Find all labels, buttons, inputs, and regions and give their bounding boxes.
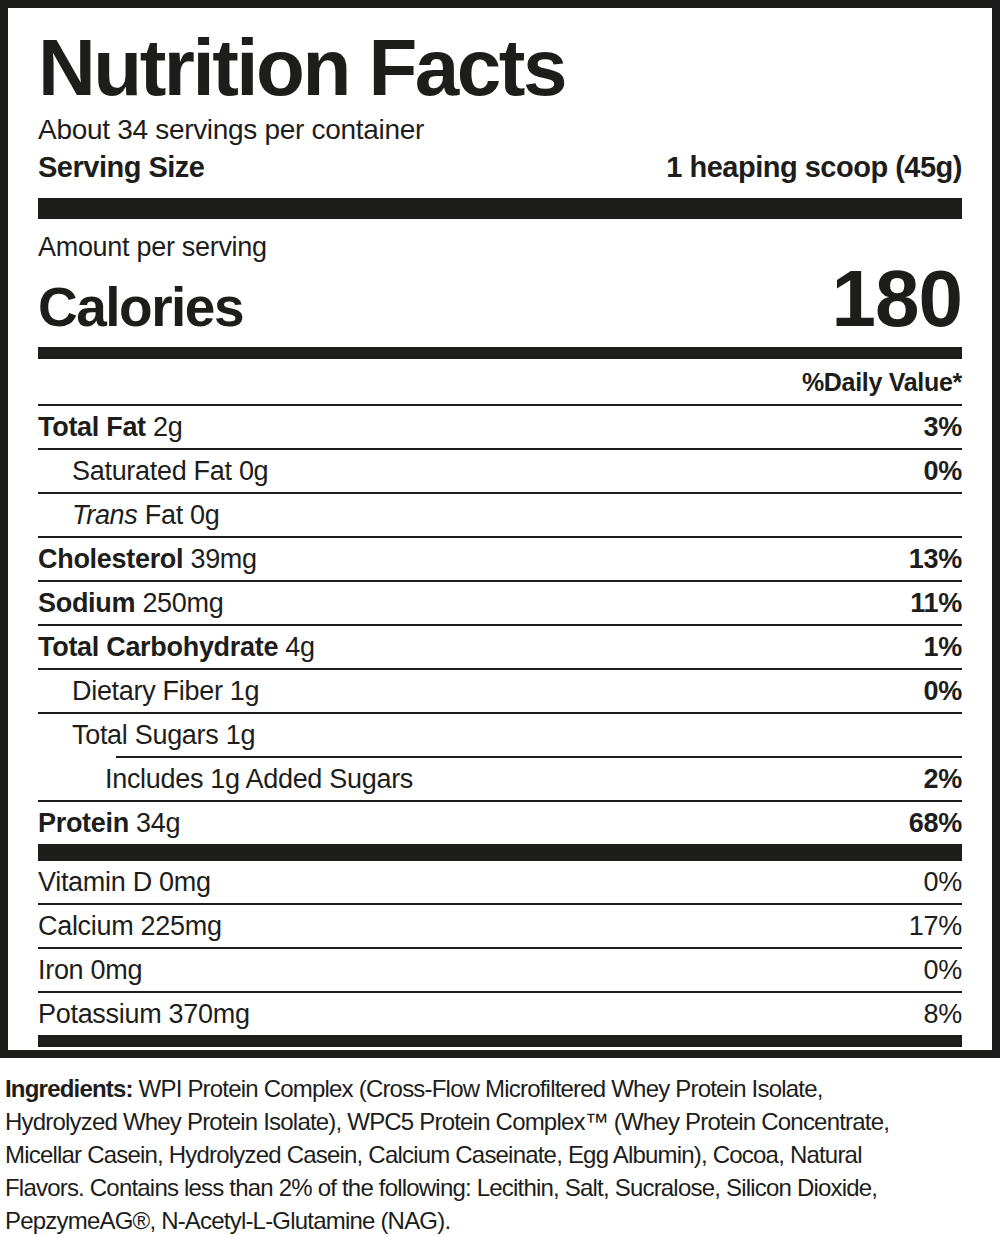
nutrient-name: Trans: [72, 500, 138, 531]
ingredients-line: Ingredients: WPI Protein Complex (Cross-…: [5, 1072, 995, 1105]
calories-value: 180: [832, 261, 962, 337]
nutrient-name: Vitamin D 0mg: [38, 867, 211, 898]
ingredients-paragraph: Ingredients: WPI Protein Complex (Cross-…: [5, 1072, 995, 1235]
nutrient-row: Total Sugars 1g: [38, 714, 962, 756]
page: Nutrition Facts About 34 servings per co…: [0, 0, 1000, 1235]
nutrient-name: Sodium: [38, 588, 135, 619]
daily-value-header: %Daily Value*: [38, 359, 962, 406]
vitamin-row: Iron 0mg 0%: [38, 949, 962, 993]
nutrient-amount: Fat 0g: [138, 500, 220, 531]
nutrient-daily-value: 2%: [924, 764, 962, 795]
vitamin-rows: Vitamin D 0mg 0% Calcium 225mg 17% Iron 0mg 0…: [38, 861, 962, 1035]
nutrient-name: Calcium 225mg: [38, 911, 222, 942]
ingredients-line: Hydrolyzed Whey Protein Isolate), WPC5 P…: [5, 1105, 995, 1138]
nutrient-amount: 1g: [218, 720, 255, 751]
nutrient-name: Total Sugars: [72, 720, 218, 751]
daily-value-footnote: *The percent daily value (%DV) tells you…: [38, 1047, 962, 1058]
nutrient-daily-value: 0%: [924, 867, 962, 898]
vitamin-row: Potassium 370mg 8%: [38, 993, 962, 1035]
nutrient-row: Sodium 250mg 11%: [38, 582, 962, 626]
nutrient-amount: 34g: [129, 808, 180, 839]
nutrient-amount: 250mg: [135, 588, 223, 619]
nutrient-row: Total Fat 2g 3%: [38, 406, 962, 450]
nutrient-daily-value: 3%: [924, 412, 962, 443]
nutrient-row: Cholesterol 39mg 13%: [38, 538, 962, 582]
nutrient-name: Dietary Fiber: [72, 676, 223, 707]
nutrient-row: Dietary Fiber 1g 0%: [38, 670, 962, 714]
serving-size-value: 1 heaping scoop (45g): [666, 151, 962, 184]
calories-row: Calories 180: [38, 261, 962, 337]
nutrient-daily-value: 0%: [924, 456, 962, 487]
ingredients-line: Flavors. Contains less than 2% of the fo…: [5, 1171, 995, 1204]
nutrient-name: Total Carbohydrate: [38, 632, 278, 663]
servings-per-container: About 34 servings per container: [38, 114, 962, 146]
nutrient-amount: 39mg: [183, 544, 257, 575]
below-label-section: Ingredients: WPI Protein Complex (Cross-…: [0, 1058, 1000, 1235]
nutrient-daily-value: 1%: [924, 632, 962, 663]
ingredients-label: Ingredients:: [5, 1075, 133, 1102]
nutrient-name: Total Fat: [38, 412, 146, 443]
nutrient-daily-value: 17%: [909, 911, 962, 942]
nutrient-daily-value: 0%: [924, 955, 962, 986]
nutrient-row: Includes 1g Added Sugars 2%: [38, 758, 962, 802]
nutrient-name: Potassium 370mg: [38, 999, 250, 1030]
nutrient-daily-value: 11%: [910, 588, 962, 619]
ingredients-line: Micellar Casein, Hydrolyzed Casein, Calc…: [5, 1138, 995, 1171]
nutrition-facts-label: Nutrition Facts About 34 servings per co…: [0, 0, 1000, 1058]
divider-bar-medium: [38, 347, 962, 359]
ingredients-line: PepzymeAG®, N-Acetyl-L-Glutamine (NAG).: [5, 1204, 995, 1235]
serving-size-label: Serving Size: [38, 151, 204, 184]
vitamin-row: Calcium 225mg 17%: [38, 905, 962, 949]
nutrient-amount: 2g: [146, 412, 183, 443]
nutrient-amount: 1g: [223, 676, 260, 707]
nutrient-daily-value: 68%: [909, 808, 962, 839]
nutrition-facts-title: Nutrition Facts: [38, 28, 962, 108]
nutrient-name: Iron 0mg: [38, 955, 142, 986]
serving-size-row: Serving Size 1 heaping scoop (45g): [38, 151, 962, 184]
amount-per-serving-label: Amount per serving: [38, 232, 962, 263]
nutrient-rows: Total Fat 2g 3% Saturated Fat 0g 0% Trans Fa…: [38, 406, 962, 844]
divider-bar-thick: [38, 198, 962, 219]
nutrient-name: Cholesterol: [38, 544, 183, 575]
macro-divider-bar: [38, 844, 962, 861]
nutrient-name: Protein: [38, 808, 129, 839]
nutrient-name: Saturated Fat: [72, 456, 232, 487]
footnote-divider-bar: [38, 1035, 962, 1047]
nutrient-row: Trans Fat 0g: [38, 494, 962, 538]
nutrient-daily-value: 8%: [924, 999, 962, 1030]
calories-label: Calories: [38, 277, 243, 338]
nutrient-daily-value: 13%: [909, 544, 962, 575]
nutrient-name: Includes 1g Added Sugars: [105, 764, 413, 795]
nutrient-amount: 0g: [232, 456, 269, 487]
nutrient-row: Saturated Fat 0g 0%: [38, 450, 962, 494]
nutrient-daily-value: 0%: [924, 676, 962, 707]
nutrient-row: Protein 34g 68%: [38, 802, 962, 844]
nutrient-row: Total Carbohydrate 4g 1%: [38, 626, 962, 670]
vitamin-row: Vitamin D 0mg 0%: [38, 861, 962, 905]
nutrient-amount: 4g: [278, 632, 315, 663]
